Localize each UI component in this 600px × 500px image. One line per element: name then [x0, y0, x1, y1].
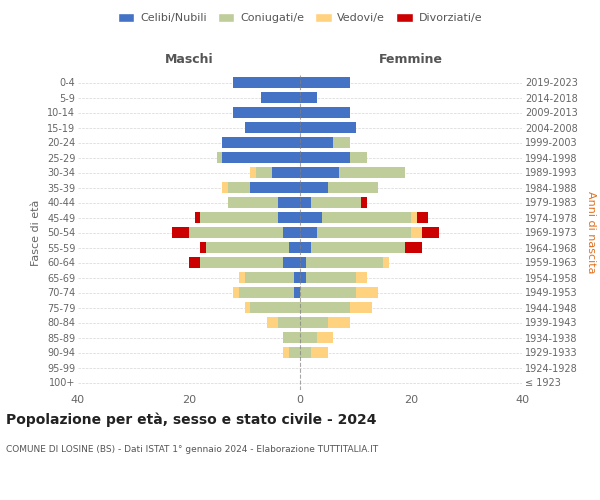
Bar [300, 167, 339, 178]
Bar [300, 92, 317, 103]
Bar [328, 317, 350, 328]
Bar [189, 227, 283, 238]
Bar [300, 347, 311, 358]
Bar [339, 167, 406, 178]
Bar [311, 347, 328, 358]
Bar [300, 317, 328, 328]
Bar [206, 242, 289, 253]
Bar [300, 152, 350, 163]
Bar [411, 227, 422, 238]
Bar [278, 197, 300, 208]
Bar [300, 137, 334, 148]
Bar [233, 107, 300, 118]
Bar [300, 182, 328, 193]
Bar [289, 242, 300, 253]
Bar [250, 302, 300, 313]
Bar [356, 287, 378, 298]
Bar [245, 122, 300, 133]
Bar [350, 152, 367, 163]
Bar [233, 77, 300, 88]
Bar [311, 242, 406, 253]
Text: Maschi: Maschi [164, 52, 214, 66]
Bar [317, 332, 334, 343]
Bar [278, 317, 300, 328]
Bar [300, 242, 311, 253]
Bar [317, 227, 411, 238]
Bar [172, 227, 189, 238]
Bar [300, 212, 322, 223]
Bar [283, 347, 289, 358]
Bar [228, 182, 250, 193]
Bar [189, 257, 200, 268]
Bar [411, 212, 416, 223]
Bar [334, 137, 350, 148]
Bar [250, 182, 300, 193]
Bar [416, 212, 428, 223]
Bar [223, 182, 228, 193]
Bar [300, 287, 356, 298]
Bar [322, 212, 411, 223]
Bar [250, 167, 256, 178]
Bar [356, 272, 367, 283]
Bar [300, 227, 317, 238]
Bar [350, 302, 372, 313]
Bar [200, 257, 283, 268]
Bar [300, 302, 350, 313]
Bar [245, 302, 250, 313]
Bar [328, 182, 378, 193]
Bar [245, 272, 295, 283]
Bar [239, 287, 295, 298]
Bar [200, 242, 206, 253]
Bar [305, 257, 383, 268]
Bar [383, 257, 389, 268]
Bar [217, 152, 223, 163]
Bar [239, 272, 245, 283]
Bar [311, 197, 361, 208]
Bar [300, 332, 317, 343]
Bar [223, 137, 300, 148]
Bar [283, 227, 300, 238]
Bar [223, 152, 300, 163]
Text: Popolazione per età, sesso e stato civile - 2024: Popolazione per età, sesso e stato civil… [6, 412, 377, 427]
Legend: Celibi/Nubili, Coniugati/e, Vedovi/e, Divorziati/e: Celibi/Nubili, Coniugati/e, Vedovi/e, Di… [113, 8, 487, 28]
Bar [272, 167, 300, 178]
Bar [267, 317, 278, 328]
Text: COMUNE DI LOSINE (BS) - Dati ISTAT 1° gennaio 2024 - Elaborazione TUTTITALIA.IT: COMUNE DI LOSINE (BS) - Dati ISTAT 1° ge… [6, 445, 378, 454]
Bar [233, 287, 239, 298]
Bar [289, 347, 300, 358]
Bar [422, 227, 439, 238]
Bar [300, 122, 356, 133]
Bar [283, 332, 300, 343]
Bar [228, 197, 278, 208]
Bar [283, 257, 300, 268]
Bar [305, 272, 356, 283]
Bar [300, 272, 305, 283]
Bar [261, 92, 300, 103]
Y-axis label: Anni di nascita: Anni di nascita [586, 191, 596, 274]
Bar [295, 287, 300, 298]
Text: Femmine: Femmine [379, 52, 443, 66]
Bar [295, 272, 300, 283]
Y-axis label: Fasce di età: Fasce di età [31, 200, 41, 266]
Bar [300, 107, 350, 118]
Bar [278, 212, 300, 223]
Bar [194, 212, 200, 223]
Bar [300, 197, 311, 208]
Bar [406, 242, 422, 253]
Bar [200, 212, 278, 223]
Bar [300, 77, 350, 88]
Bar [361, 197, 367, 208]
Bar [300, 257, 305, 268]
Bar [256, 167, 272, 178]
